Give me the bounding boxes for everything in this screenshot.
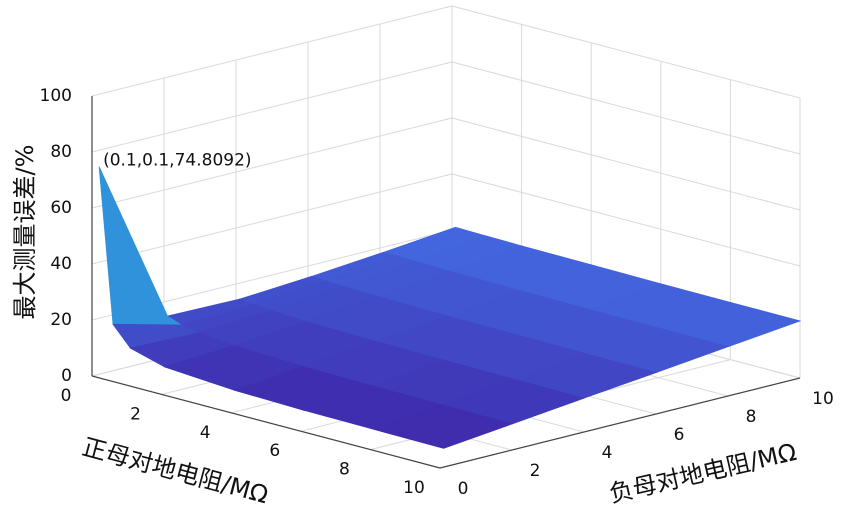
z-tick-label: 40 — [50, 254, 72, 274]
x-tick-label: 10 — [403, 478, 425, 498]
x-tick-label: 2 — [130, 404, 141, 424]
grid-line — [91, 61, 453, 153]
x-tick-label: 4 — [200, 423, 211, 443]
surface-patch — [98, 166, 183, 326]
y-tick-label: 4 — [602, 443, 613, 463]
grid-line — [451, 117, 801, 211]
y-tick-label: 10 — [812, 389, 834, 409]
y-tick-label: 8 — [746, 407, 757, 427]
x-axis-title: 正母对地电阻/MΩ — [79, 433, 271, 510]
grid-line — [91, 117, 453, 209]
grid-line — [451, 173, 801, 267]
y-axis-title: 负母对地电阻/MΩ — [607, 438, 800, 508]
y-tick-label: 2 — [530, 461, 541, 481]
x-tick-label: 6 — [269, 441, 280, 461]
annotation: (0.1,0.1,74.8092) — [103, 151, 251, 171]
y-tick-label: 6 — [674, 425, 685, 445]
surface-patch — [372, 404, 514, 449]
z-tick-label: 60 — [50, 198, 72, 218]
grid-line — [451, 5, 801, 99]
z-axis-title: 最大测量误差/% — [11, 145, 39, 320]
z-tick-label: 80 — [50, 142, 72, 162]
grid-line — [451, 61, 801, 155]
axis-line — [91, 375, 441, 469]
grid-line — [91, 173, 453, 265]
x-tick-label: 8 — [339, 460, 350, 480]
z-tick-label: 100 — [40, 86, 72, 106]
y-tick-label: 0 — [458, 479, 469, 499]
x-tick-label: 0 — [61, 386, 72, 406]
z-tick-label: 20 — [50, 310, 72, 330]
axis-line — [439, 377, 801, 469]
z-tick-label: 0 — [61, 366, 72, 386]
grid-line — [91, 5, 453, 97]
